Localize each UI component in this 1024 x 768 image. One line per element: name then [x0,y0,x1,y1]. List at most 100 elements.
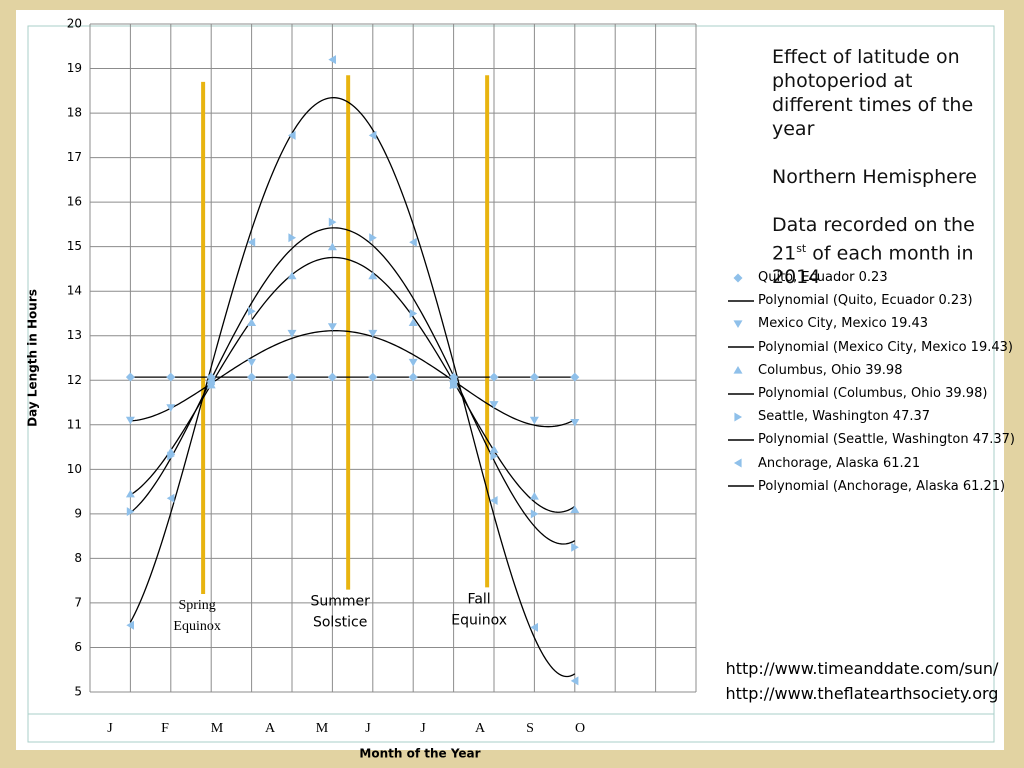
marker [369,233,377,243]
legend-symbol [734,412,743,422]
marker [125,416,135,425]
marker [570,372,580,382]
legend-entry: Polynomial (Quito, Ecuador 0.23) [728,289,1015,312]
marker [570,418,580,427]
marker [490,451,499,461]
month-label: J [420,721,426,736]
marker [287,130,296,140]
note-heading: Effect of latitude on photoperiod at dif… [772,46,974,140]
trendline [130,330,576,428]
y-tick-label: 18 [67,106,82,120]
marker [489,496,498,506]
marker [125,489,135,498]
y-tick-label: 5 [74,685,82,699]
legend-marker [733,273,743,283]
legend-symbol [733,320,743,329]
notes: Effect of latitude on photoperiod at dif… [772,45,992,313]
marker [368,372,378,382]
marker [530,509,539,519]
marker [489,445,499,453]
x-axis-label: Month of the Year [359,747,480,761]
trendline [130,256,576,513]
note-recorded: Data recorded on the 21st of each month … [772,213,992,289]
marker [247,237,256,247]
legend-label: Polynomial (Quito, Ecuador 0.23) [758,293,973,309]
month-label: O [575,721,585,736]
note-hemisphere: Northern Hemisphere [772,166,977,188]
marker [287,372,297,382]
legend-marker [733,320,743,329]
annotation-label: Spring [178,598,215,613]
marker [489,401,499,409]
month-label: S [526,721,534,736]
marker [570,676,579,686]
marker [368,271,378,280]
legend-symbol [728,346,754,348]
annotation-label: Equinox [451,612,507,628]
legend-label: Seattle, Washington 47.37 [758,409,931,425]
marker [530,622,538,632]
annotation-label: Equinox [173,619,220,634]
y-tick-label: 10 [67,462,82,476]
y-tick-label: 12 [67,373,82,387]
frame [27,25,995,743]
note-text: of each month in 2014 [772,242,974,289]
month-label: A [475,721,486,736]
marker [126,507,135,517]
source-url: http://www.theflatearthsociety.org [725,684,999,703]
marker [247,372,257,382]
marker [408,372,418,382]
annotation-label: Fall [468,591,491,607]
legend-entry: Polynomial (Seattle, Washington 47.37) [728,428,1015,451]
marker [571,542,579,552]
y-tick-label: 20 [67,17,82,31]
legend-entry: Mexico City, Mexico 19.43 [728,312,1015,335]
marker [248,306,256,316]
legend-label: Polynomial (Seattle, Washington 47.37) [758,432,1015,448]
note-text: Data recorded on the 21 [772,214,975,265]
marker [166,404,176,412]
legend-symbol [733,366,743,374]
marker [287,329,297,338]
y-tick-label: 14 [67,284,82,298]
marker [529,492,539,500]
marker [408,318,418,326]
marker [368,130,377,140]
marker [328,217,337,227]
marker [408,358,418,367]
marker [327,323,337,331]
trendline [129,97,576,678]
month-label: J [365,721,371,736]
legend-label: Polynomial (Anchorage, Alaska 61.21) [758,478,1006,494]
month-label: M [316,721,329,736]
marker [247,318,257,326]
marker [207,380,216,390]
annotation-label: Summer [310,594,370,610]
y-tick-label: 8 [74,551,82,565]
marker [409,237,417,247]
note-sup: st [796,242,807,255]
legend-symbol [728,300,754,302]
source-url: http://www.timeanddate.com/sun/ [725,659,999,678]
legend-marker [733,366,743,374]
legend: Quito, Ecuador 0.23 Polynomial (Quito, Ec… [728,266,1015,498]
y-tick-label: 17 [67,150,82,164]
legend-entry: Quito, Ecuador 0.23 [728,266,1015,289]
legend-entry: Polynomial (Mexico City, Mexico 19.43) [728,336,1015,359]
marker [327,372,337,382]
marker [529,372,539,382]
y-tick-label: 16 [67,195,82,209]
marker [207,375,215,385]
y-tick-label: 6 [74,640,82,654]
legend-entry: Polynomial (Columbus, Ohio 39.98) [728,382,1015,405]
marker [167,451,175,461]
legend-symbol [728,439,754,441]
y-tick-label: 11 [67,417,82,431]
legend-entry: Seattle, Washington 47.37 [728,405,1015,428]
y-tick-label: 15 [67,239,82,253]
marker [328,55,336,65]
legend-label: Polynomial (Columbus, Ohio 39.98) [758,386,988,402]
y-tick-label: 13 [67,328,82,342]
legend-symbol [733,458,742,468]
legend-entry: Polynomial (Anchorage, Alaska 61.21) [728,475,1015,498]
